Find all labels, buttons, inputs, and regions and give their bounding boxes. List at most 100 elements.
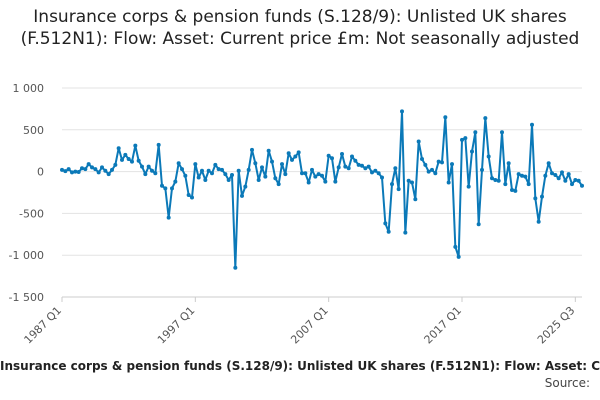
grid-lines bbox=[62, 87, 582, 298]
data-point bbox=[436, 159, 441, 164]
data-point bbox=[283, 172, 288, 177]
data-point bbox=[446, 180, 451, 185]
data-point bbox=[453, 244, 458, 249]
data-point bbox=[266, 148, 271, 153]
data-point bbox=[213, 162, 218, 167]
data-point bbox=[296, 150, 301, 155]
data-point bbox=[250, 147, 254, 152]
data-point bbox=[290, 157, 294, 162]
data-point bbox=[373, 168, 378, 173]
data-point bbox=[546, 161, 551, 166]
plot-area bbox=[60, 109, 584, 270]
data-point bbox=[256, 177, 261, 182]
data-point bbox=[196, 175, 201, 180]
data-point bbox=[560, 170, 564, 175]
data-point bbox=[300, 171, 304, 176]
data-point bbox=[330, 156, 334, 161]
data-point bbox=[233, 265, 238, 270]
data-point bbox=[553, 172, 558, 177]
series-line bbox=[61, 110, 583, 269]
data-point bbox=[386, 229, 391, 234]
data-point bbox=[190, 195, 194, 200]
y-tick-label: -500 bbox=[19, 207, 44, 220]
data-point bbox=[180, 167, 184, 172]
data-point bbox=[280, 162, 284, 167]
data-point bbox=[83, 167, 88, 172]
data-point bbox=[370, 170, 374, 175]
data-point bbox=[336, 165, 341, 170]
data-point bbox=[126, 157, 131, 162]
data-point bbox=[160, 183, 164, 188]
data-point bbox=[456, 254, 461, 259]
data-point bbox=[403, 230, 408, 235]
data-point bbox=[220, 167, 224, 172]
data-point bbox=[466, 184, 471, 189]
data-point bbox=[513, 188, 518, 193]
data-point bbox=[273, 176, 278, 181]
data-point bbox=[573, 177, 578, 182]
chart-title: Insurance corps & pension funds (S.128/9… bbox=[20, 7, 580, 49]
data-point bbox=[170, 186, 174, 191]
data-point bbox=[526, 182, 531, 187]
data-point bbox=[153, 171, 158, 176]
x-axis: 1987 Q1 1997 Q1 2007 Q1 2017 Q1 2025 Q3 bbox=[22, 296, 582, 347]
data-point bbox=[70, 170, 74, 175]
data-point bbox=[133, 143, 138, 148]
y-tick-label: 0 bbox=[37, 166, 44, 179]
data-point bbox=[130, 159, 134, 164]
data-point bbox=[556, 176, 561, 181]
data-point bbox=[490, 176, 494, 181]
data-point bbox=[223, 172, 228, 177]
data-point bbox=[420, 157, 424, 162]
data-point bbox=[516, 172, 521, 177]
data-point bbox=[66, 167, 71, 172]
data-point bbox=[183, 173, 188, 178]
data-point bbox=[413, 197, 418, 202]
x-tick-label: 2025 Q3 bbox=[535, 304, 578, 347]
data-point bbox=[523, 174, 528, 179]
data-point bbox=[450, 162, 454, 167]
y-axis: 1 000 500 0 -500 -1 000 -1 500 bbox=[9, 82, 44, 304]
data-point bbox=[166, 215, 171, 220]
data-point bbox=[176, 161, 181, 166]
data-point bbox=[363, 166, 368, 171]
data-point bbox=[430, 167, 434, 172]
data-point bbox=[246, 167, 251, 172]
data-point bbox=[186, 193, 191, 198]
x-tick-label: 1987 Q1 bbox=[22, 304, 65, 347]
data-point bbox=[376, 171, 381, 176]
data-point bbox=[406, 178, 411, 183]
data-point bbox=[146, 164, 151, 169]
data-point bbox=[140, 164, 144, 169]
data-point bbox=[103, 168, 108, 173]
data-point bbox=[76, 170, 81, 175]
x-tick-label: 1997 Q1 bbox=[155, 304, 198, 347]
data-point bbox=[206, 168, 211, 173]
data-point bbox=[260, 165, 264, 170]
data-point bbox=[383, 221, 388, 226]
data-point bbox=[470, 149, 474, 154]
data-point bbox=[333, 179, 338, 184]
y-tick-label: 500 bbox=[23, 124, 44, 137]
data-point bbox=[100, 165, 104, 170]
data-point bbox=[173, 179, 178, 184]
data-point bbox=[356, 162, 361, 167]
data-point bbox=[530, 122, 534, 127]
data-point bbox=[353, 158, 358, 163]
data-point bbox=[93, 167, 98, 172]
data-point bbox=[533, 196, 538, 201]
data-point bbox=[543, 173, 548, 178]
data-point bbox=[440, 160, 444, 165]
data-point bbox=[210, 171, 214, 176]
data-point bbox=[346, 166, 351, 171]
data-point bbox=[306, 180, 311, 185]
data-point bbox=[443, 115, 448, 120]
data-point bbox=[320, 173, 324, 178]
data-point bbox=[480, 167, 484, 172]
data-point bbox=[566, 172, 571, 177]
data-point bbox=[520, 173, 524, 178]
data-point bbox=[463, 136, 468, 141]
data-point bbox=[576, 178, 581, 183]
data-point bbox=[200, 168, 204, 173]
